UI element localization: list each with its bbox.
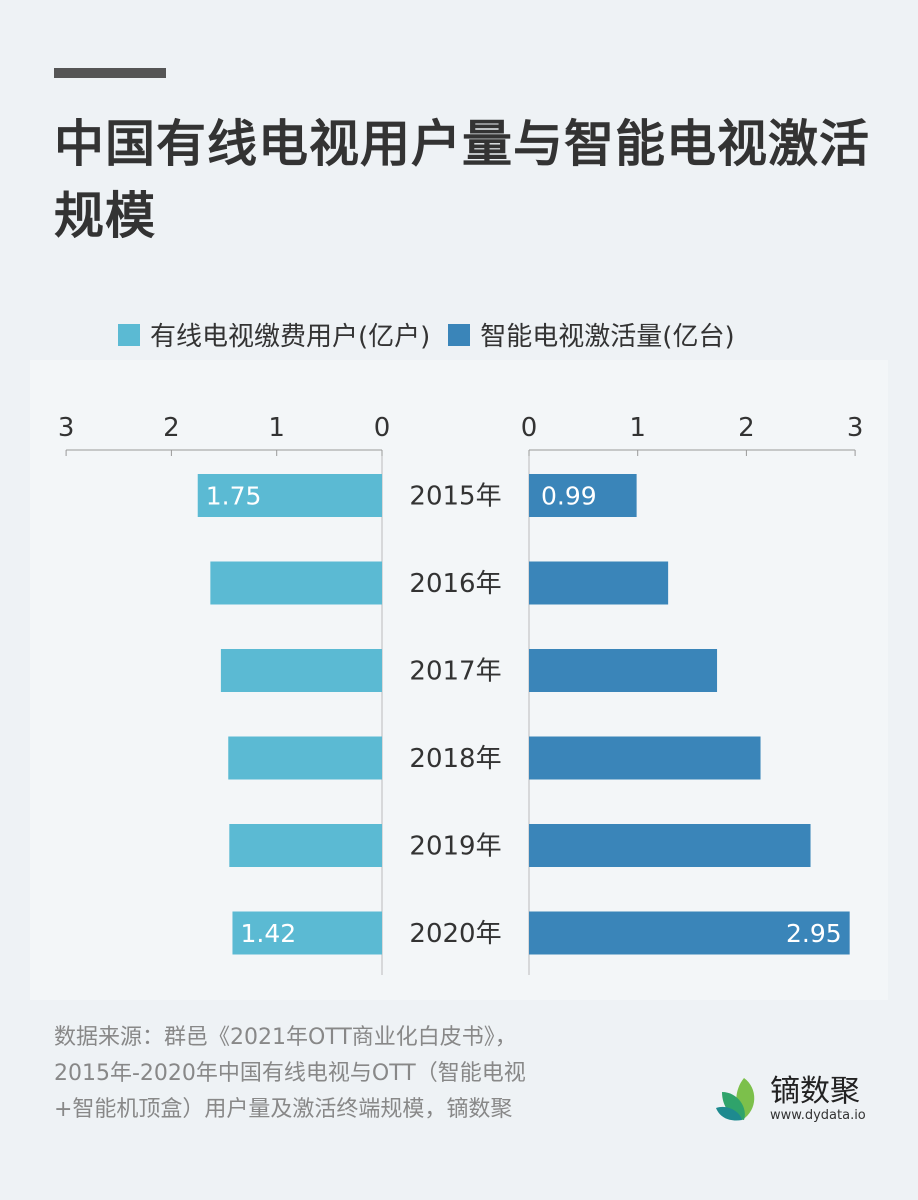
legend-swatch-smart-tv (448, 323, 471, 346)
cable-bar (229, 824, 382, 867)
title-accent-bar (54, 68, 166, 78)
smart-tv-bar (529, 911, 850, 955)
cable-bar (210, 561, 382, 605)
logo-name: 镝数聚 (770, 1073, 860, 1109)
legend-item-smart-tv: 智能电视激活量(亿台) (448, 316, 735, 353)
cable-data-label: 1.75 (206, 482, 262, 511)
source-line-2: 2015年-2020年中国有线电视与OTT（智能电视 (54, 1061, 526, 1086)
category-label: 2016年 (409, 569, 501, 599)
category-label: 2018年 (409, 744, 501, 774)
smart-tv-bar (529, 736, 761, 780)
right-tick-label: 2 (738, 413, 755, 443)
category-label: 2017年 (409, 657, 501, 687)
smart-tv-data-label: 0.99 (541, 482, 597, 511)
legend-swatch-cable (118, 323, 140, 346)
cable-bar (228, 736, 382, 780)
cable-bar (232, 911, 382, 955)
smart-tv-bar (529, 824, 811, 867)
legend: 有线电视缴费用户(亿户) 智能电视激活量(亿台) (118, 316, 735, 353)
smart-tv-bar (529, 649, 718, 692)
cable-bar (197, 474, 382, 517)
right-tick-label: 0 (521, 413, 538, 443)
leaf-logo-icon (716, 1078, 755, 1121)
brand-logo: 镝数聚 www.dydata.io (714, 1074, 866, 1124)
right-tick-label: 3 (847, 413, 864, 443)
right-tick-label: 1 (629, 413, 646, 443)
legend-label-cable: 有线电视缴费用户(亿户) (150, 322, 431, 352)
category-label: 2019年 (409, 832, 501, 862)
page-title: 中国有线电视用户量与智能电视激活规模 (54, 115, 870, 245)
category-label: 2015年 (409, 482, 501, 512)
category-label: 2020年 (409, 919, 501, 949)
legend-item-cable: 有线电视缴费用户(亿户) (118, 316, 430, 353)
source-line-3: +智能机顶盒）用户量及激活终端规模，镝数聚 (54, 1097, 513, 1122)
source-line-1: 数据来源：群邑《2021年OTT商业化白皮书》， (54, 1025, 517, 1050)
left-tick-label: 0 (374, 413, 391, 443)
left-tick-label: 3 (58, 413, 75, 443)
left-tick-label: 2 (163, 413, 180, 443)
cable-data-label: 1.42 (240, 919, 296, 948)
smart-tv-data-label: 2.95 (786, 919, 842, 948)
legend-label-smart-tv: 智能电视激活量(亿台) (480, 322, 735, 352)
cable-bar (220, 649, 382, 692)
smart-tv-bar (529, 474, 637, 517)
source-note: 数据来源：群邑《2021年OTT商业化白皮书》， 2015年-2020年中国有线… (54, 1020, 674, 1128)
smart-tv-bar (529, 561, 669, 605)
logo-url: www.dydata.io (770, 1107, 866, 1123)
chart-panel (30, 360, 888, 1000)
left-tick-label: 1 (268, 413, 285, 443)
